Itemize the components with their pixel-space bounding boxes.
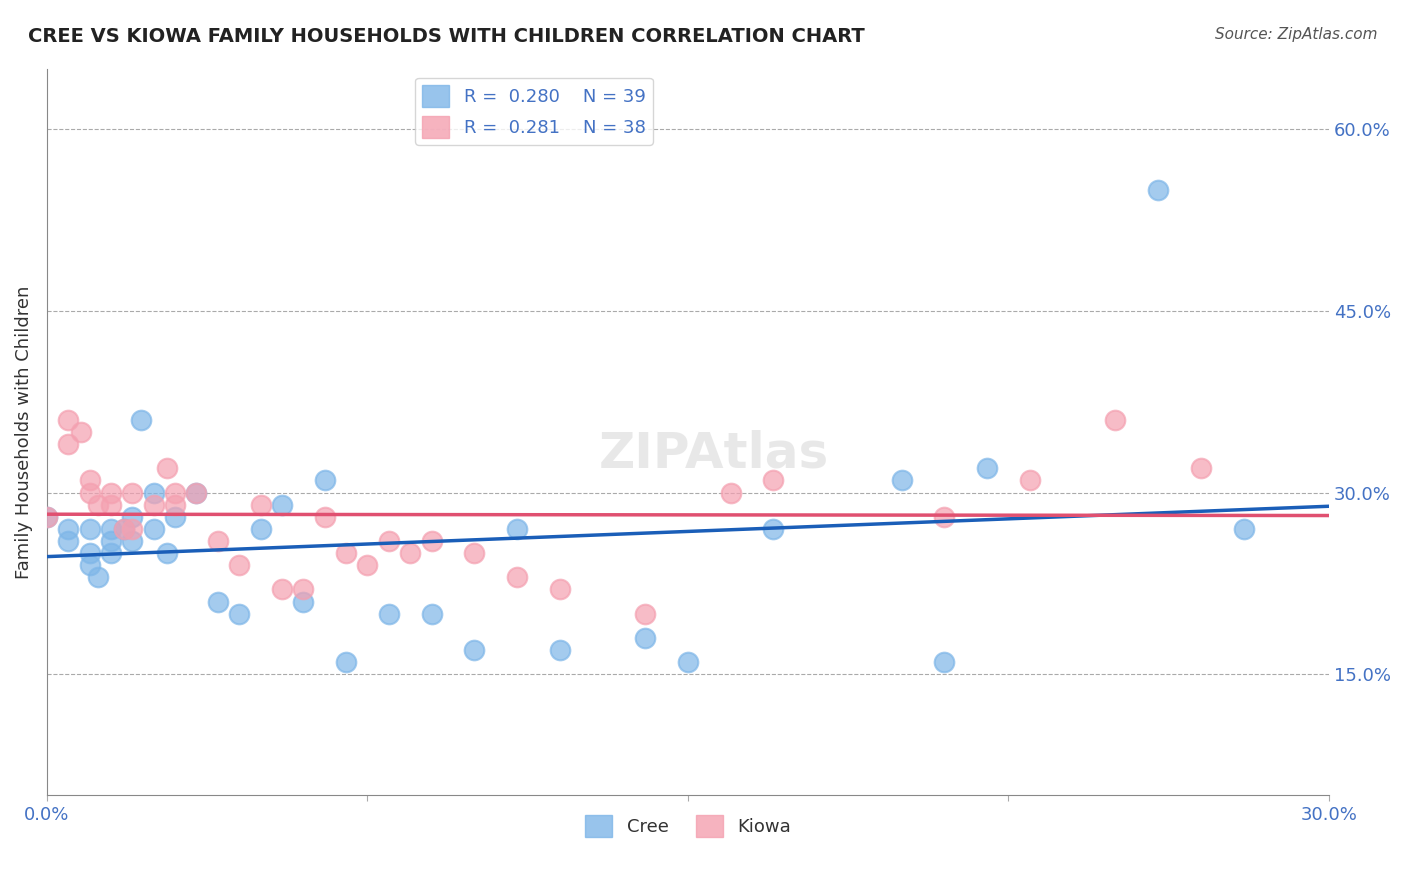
Point (378, 607, 401, 621)
Point (292, 582, 315, 597)
Point (1104, 413, 1126, 427)
Point (100, 546, 122, 560)
Point (58, 533, 80, 548)
Point (165, 509, 187, 524)
Point (70, 425, 93, 439)
Point (548, 643, 571, 657)
Point (79, 485, 101, 500)
Point (79, 522, 101, 536)
Point (1232, 522, 1254, 536)
Point (762, 522, 785, 536)
Point (271, 582, 294, 597)
Point (186, 485, 208, 500)
Point (58, 522, 80, 536)
Point (1147, 183, 1170, 197)
Point (976, 461, 998, 475)
Point (1189, 461, 1212, 475)
Point (463, 546, 485, 560)
Y-axis label: Family Households with Children: Family Households with Children (15, 285, 32, 579)
Point (292, 594, 315, 608)
Point (335, 655, 357, 669)
Point (100, 522, 122, 536)
Point (634, 631, 657, 645)
Point (314, 474, 336, 488)
Point (121, 509, 143, 524)
Point (207, 533, 229, 548)
Point (378, 533, 401, 548)
Point (35, 509, 58, 524)
Point (165, 498, 187, 512)
Point (142, 522, 165, 536)
Text: CREE VS KIOWA FAMILY HOUSEHOLDS WITH CHILDREN CORRELATION CHART: CREE VS KIOWA FAMILY HOUSEHOLDS WITH CHI… (28, 27, 865, 45)
Point (314, 509, 336, 524)
Point (87, 498, 110, 512)
Point (356, 558, 378, 573)
Point (934, 655, 956, 669)
Point (129, 413, 152, 427)
Text: ZIPAtlas: ZIPAtlas (599, 430, 828, 478)
Point (79, 558, 101, 573)
Point (165, 485, 187, 500)
Point (548, 582, 571, 597)
Point (228, 607, 250, 621)
Legend: Cree, Kiowa: Cree, Kiowa (578, 808, 799, 845)
Point (121, 533, 143, 548)
Point (249, 522, 271, 536)
Point (271, 498, 294, 512)
Point (934, 509, 956, 524)
Point (249, 498, 271, 512)
Point (634, 607, 657, 621)
Point (112, 522, 135, 536)
Point (506, 570, 529, 584)
Point (142, 498, 165, 512)
Point (121, 522, 143, 536)
Point (79, 546, 101, 560)
Point (155, 461, 177, 475)
Point (58, 437, 80, 451)
Point (676, 655, 699, 669)
Point (79, 474, 101, 488)
Point (155, 546, 177, 560)
Point (720, 485, 742, 500)
Point (100, 533, 122, 548)
Point (100, 498, 122, 512)
Point (142, 485, 165, 500)
Point (87, 570, 110, 584)
Point (335, 546, 357, 560)
Point (463, 643, 485, 657)
Text: Source: ZipAtlas.com: Source: ZipAtlas.com (1215, 27, 1378, 42)
Point (58, 413, 80, 427)
Point (420, 607, 443, 621)
Point (762, 474, 785, 488)
Point (35, 509, 58, 524)
Point (399, 546, 422, 560)
Point (100, 485, 122, 500)
Point (207, 594, 229, 608)
Point (890, 474, 912, 488)
Point (112, 522, 135, 536)
Point (420, 533, 443, 548)
Point (1018, 474, 1040, 488)
Point (228, 558, 250, 573)
Point (186, 485, 208, 500)
Point (506, 522, 529, 536)
Point (121, 485, 143, 500)
